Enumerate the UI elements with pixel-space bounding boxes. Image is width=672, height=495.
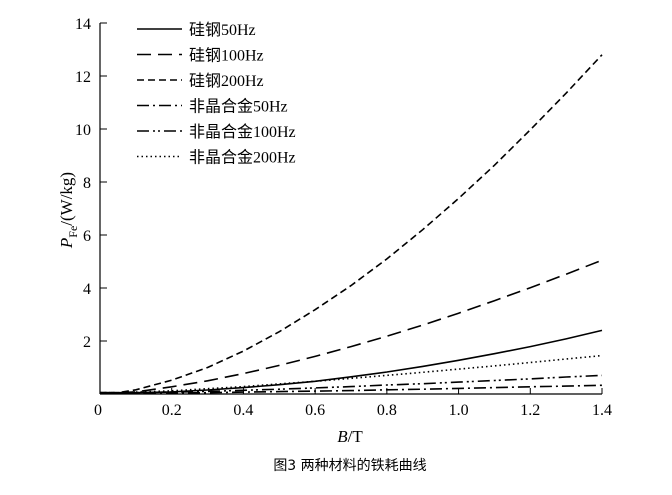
x-tick-label: 1.0 [449, 402, 469, 419]
figure-caption: 图3 两种材料的铁耗曲线 [273, 458, 426, 474]
legend-label: 非晶合金100Hz [189, 123, 296, 141]
legend-label: 非晶合金50Hz [189, 98, 288, 116]
y-tick-label: 2 [83, 334, 91, 351]
x-tick-label: 0.4 [233, 402, 253, 419]
legend-label: 非晶合金200Hz [189, 149, 296, 167]
x-tick-label: 0.8 [377, 402, 397, 419]
x-tick-label: 1.2 [520, 402, 540, 419]
y-axis-label: PFe/(W/kg) [57, 172, 80, 249]
x-tick-label: 1.4 [592, 402, 612, 419]
x-tick-label: 0 [94, 402, 102, 419]
series-line [100, 54, 603, 394]
y-tick-label: 8 [83, 175, 91, 192]
x-tick-label: 0.6 [305, 402, 325, 419]
legend-label: 硅钢50Hz [189, 21, 256, 39]
series-lines [100, 54, 603, 394]
legend-label: 硅钢100Hz [189, 47, 264, 65]
y-tick-label: 14 [75, 16, 91, 33]
series-line [100, 384, 603, 394]
ticks: 0 0.2 0.4 0.6 0.8 1.0 1.2 1.4 2 4 6 8 10 12 14 [75, 16, 612, 419]
axes [99, 23, 602, 395]
legend-label: 硅钢200Hz [189, 72, 264, 90]
x-axis-label: B/T [337, 427, 363, 446]
legend: 硅钢50Hz 硅钢100Hz 硅钢200Hz 非晶合金50Hz 非晶合金100Hz 非晶合… [137, 21, 296, 167]
y-tick-label: 4 [83, 281, 91, 298]
y-tick-label: 6 [83, 228, 91, 245]
x-tick-label: 0.2 [162, 402, 182, 419]
series-line [100, 259, 603, 394]
y-tick-label: 12 [75, 69, 91, 86]
y-tick-label: 10 [75, 122, 91, 139]
series-line [100, 329, 603, 394]
series-line [100, 374, 603, 394]
